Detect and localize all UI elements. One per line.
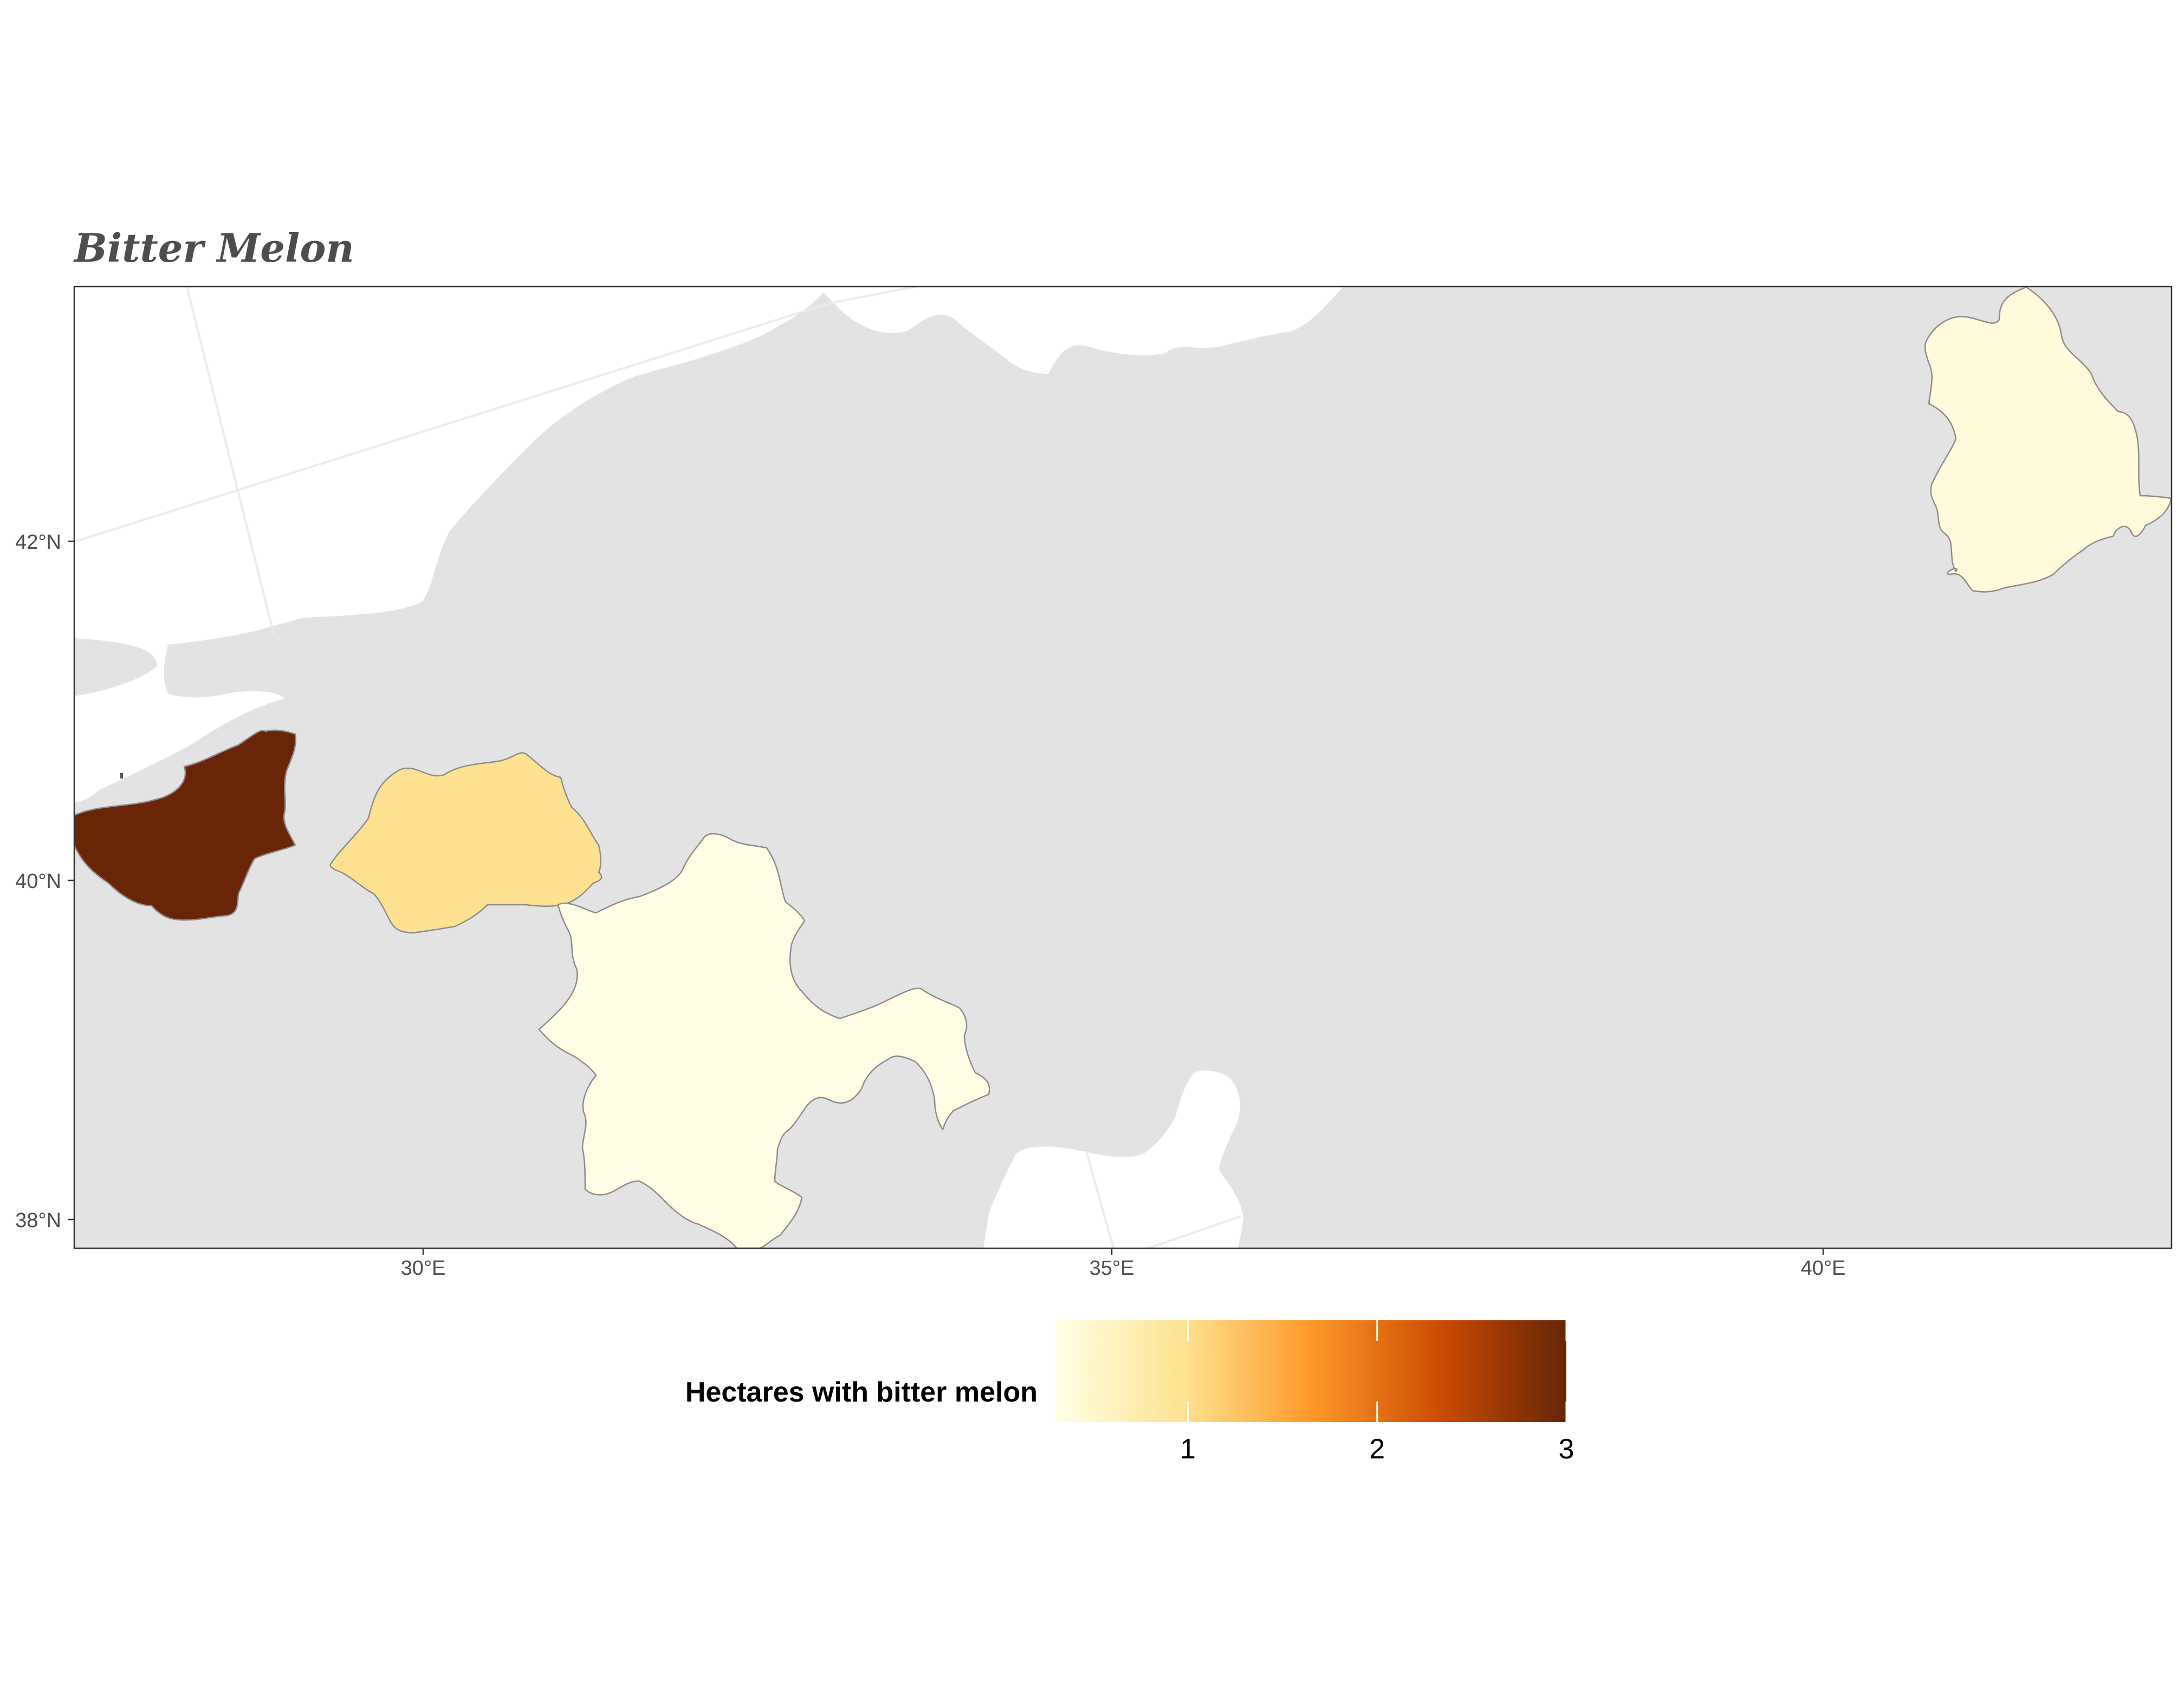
y-tick-label: 40°N xyxy=(15,870,61,893)
y-axis: 42°N 40°N 38°N xyxy=(15,531,74,1232)
x-tick-label: 35°E xyxy=(1090,1257,1135,1280)
x-tick-label: 30°E xyxy=(401,1257,446,1280)
x-axis: 30°E 35°E 40°E xyxy=(401,1248,1846,1280)
legend-ticks: 1 2 3 xyxy=(1180,1320,1574,1465)
province-west xyxy=(74,729,296,921)
legend-colorbar xyxy=(1055,1320,1566,1422)
black-sea xyxy=(74,287,1344,802)
graticule-line xyxy=(186,287,275,634)
province-central xyxy=(538,833,990,1248)
graticule-line xyxy=(1085,1151,1114,1248)
legend-tick-label: 1 xyxy=(1180,1433,1196,1465)
legend-tick-label: 3 xyxy=(1559,1433,1574,1465)
graticule-line xyxy=(828,287,916,304)
graticule-line xyxy=(1148,1215,1241,1248)
x-tick-label: 40°E xyxy=(1801,1257,1846,1280)
legend: Hectares with bitter melon 1 2 3 xyxy=(685,1320,1574,1465)
map-title: Bitter Melon xyxy=(73,225,354,271)
map-panel xyxy=(74,287,2172,1248)
mediterranean-sea xyxy=(983,1070,1243,1248)
y-tick-label: 42°N xyxy=(15,531,61,554)
legend-tick-label: 2 xyxy=(1369,1433,1385,1465)
province-northeast xyxy=(1924,287,2172,593)
province-central-west xyxy=(329,752,602,934)
legend-title: Hectares with bitter melon xyxy=(685,1377,1038,1408)
panel-border xyxy=(73,286,2173,1249)
graticule-line xyxy=(74,302,829,543)
small-island xyxy=(120,773,123,779)
y-tick-label: 38°N xyxy=(15,1209,61,1232)
